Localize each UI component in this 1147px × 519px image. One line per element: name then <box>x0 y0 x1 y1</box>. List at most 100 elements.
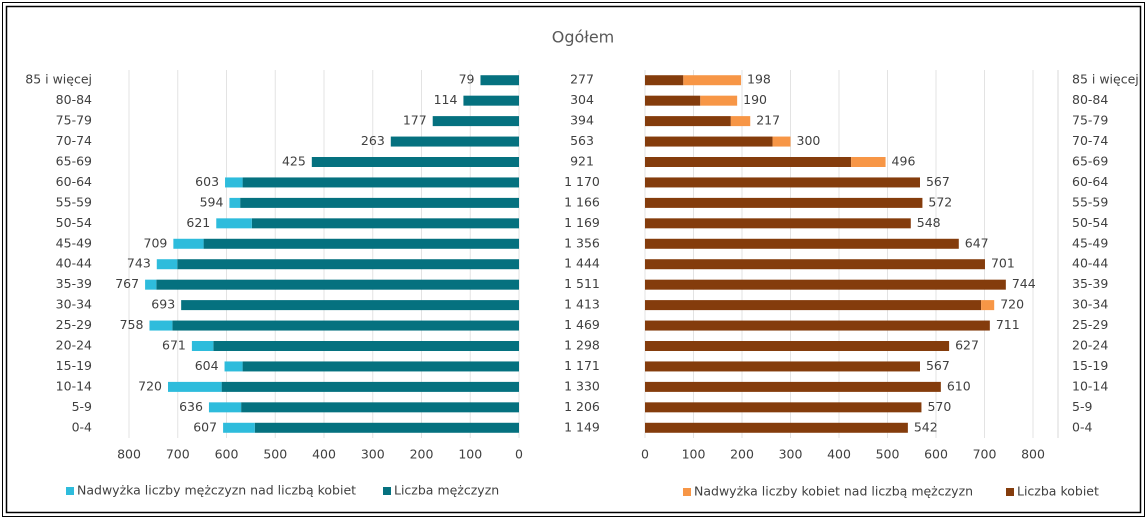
category-label-right: 5-9 <box>1072 399 1092 414</box>
bar-segment <box>645 259 985 270</box>
total-label: 1 171 <box>564 358 600 373</box>
category-label-right: 0-4 <box>1072 419 1092 434</box>
bar-segment <box>242 177 519 188</box>
bar-segment <box>645 279 1006 290</box>
bar-segment <box>254 422 519 433</box>
data-label-left: 604 <box>195 358 219 373</box>
bar-segment <box>241 402 519 413</box>
total-label: 1 444 <box>564 256 600 271</box>
bar-segment <box>432 116 519 127</box>
category-label-left: 45-49 <box>56 235 92 250</box>
category-label-right: 40-44 <box>1072 256 1108 271</box>
bar-segment <box>645 157 852 167</box>
bar-segment <box>203 238 519 249</box>
category-label-right: 15-19 <box>1072 358 1108 373</box>
data-label-right: 610 <box>947 378 971 393</box>
data-label-left: 758 <box>120 317 144 332</box>
data-label-left: 425 <box>282 154 306 169</box>
category-label-left: 5-9 <box>72 399 92 414</box>
data-label-left: 720 <box>138 378 162 393</box>
bar-segment <box>772 136 791 147</box>
bar-segment <box>851 157 886 167</box>
category-label-right: 55-59 <box>1072 194 1108 209</box>
data-label-right: 300 <box>797 133 821 148</box>
bar-segment <box>240 197 519 208</box>
data-label-right: 217 <box>756 113 780 128</box>
legend-swatch <box>1006 488 1014 496</box>
category-label-left: 60-64 <box>56 174 92 189</box>
bar-segment <box>683 75 742 86</box>
bar-segment <box>168 381 222 392</box>
data-label-right: 567 <box>926 358 950 373</box>
bar-segment <box>700 95 738 106</box>
bar-segment <box>645 300 982 311</box>
category-label-right: 45-49 <box>1072 235 1108 250</box>
data-label-left: 767 <box>115 276 139 291</box>
bar-segment <box>390 136 519 147</box>
category-label-left: 25-29 <box>56 317 92 332</box>
x-tick-label: 100 <box>682 447 706 462</box>
bar-segment <box>645 238 959 249</box>
category-label-right: 65-69 <box>1072 154 1108 169</box>
total-label: 1 413 <box>564 297 600 312</box>
data-label-left: 263 <box>361 133 385 148</box>
bar-segment <box>177 259 519 270</box>
data-label-right: 701 <box>991 256 1015 271</box>
bar-segment <box>730 116 751 127</box>
bar-segment <box>208 402 242 413</box>
bar-segment <box>156 259 178 270</box>
data-label-right: 548 <box>917 215 941 230</box>
bar-segment <box>645 75 684 86</box>
data-label-right: 647 <box>965 235 989 250</box>
x-tick-label: 700 <box>973 447 997 462</box>
legend-swatch <box>66 487 74 495</box>
data-label-left: 743 <box>127 256 151 271</box>
total-label: 394 <box>570 113 594 128</box>
bar-segment <box>311 157 519 167</box>
total-label: 1 169 <box>564 215 600 230</box>
category-label-right: 35-39 <box>1072 276 1108 291</box>
total-label: 921 <box>570 154 594 169</box>
category-label-left: 35-39 <box>56 276 92 291</box>
x-tick-label: 200 <box>410 447 434 462</box>
category-label-left: 80-84 <box>56 92 92 107</box>
bar-segment <box>645 381 941 392</box>
bar-segment <box>645 341 950 351</box>
category-label-left: 20-24 <box>56 338 92 353</box>
data-label-left: 594 <box>200 194 224 209</box>
bar-segment <box>480 75 519 86</box>
category-label-right: 30-34 <box>1072 297 1108 312</box>
data-label-right: 567 <box>926 174 950 189</box>
bar-segment <box>229 197 241 208</box>
x-tick-label: 300 <box>779 447 803 462</box>
data-label-left: 621 <box>186 215 210 230</box>
category-label-left: 70-74 <box>56 133 92 148</box>
data-label-right: 198 <box>747 72 771 87</box>
data-label-left: 709 <box>144 235 168 250</box>
bar-segment <box>645 136 773 147</box>
data-label-left: 114 <box>434 92 458 107</box>
category-label-right: 80-84 <box>1072 92 1108 107</box>
data-label-left: 603 <box>195 174 219 189</box>
total-label: 1 356 <box>564 235 600 250</box>
bar-segment <box>645 402 922 413</box>
bar-segment <box>645 218 911 229</box>
data-label-left: 607 <box>193 419 217 434</box>
category-label-left: 10-14 <box>56 378 92 393</box>
total-label: 1 469 <box>564 317 600 332</box>
data-label-right: 627 <box>955 338 979 353</box>
bar-segment <box>191 341 214 351</box>
total-label: 277 <box>570 72 594 87</box>
category-label-right: 50-54 <box>1072 215 1108 230</box>
bar-segment <box>223 422 255 433</box>
bar-segment <box>172 320 519 331</box>
category-label-right: 70-74 <box>1072 133 1108 148</box>
bar-segment <box>213 341 519 351</box>
x-tick-label: 400 <box>312 447 336 462</box>
data-label-right: 570 <box>927 399 951 414</box>
category-label-right: 60-64 <box>1072 174 1108 189</box>
data-label-right: 744 <box>1012 276 1036 291</box>
total-label: 304 <box>570 92 594 107</box>
